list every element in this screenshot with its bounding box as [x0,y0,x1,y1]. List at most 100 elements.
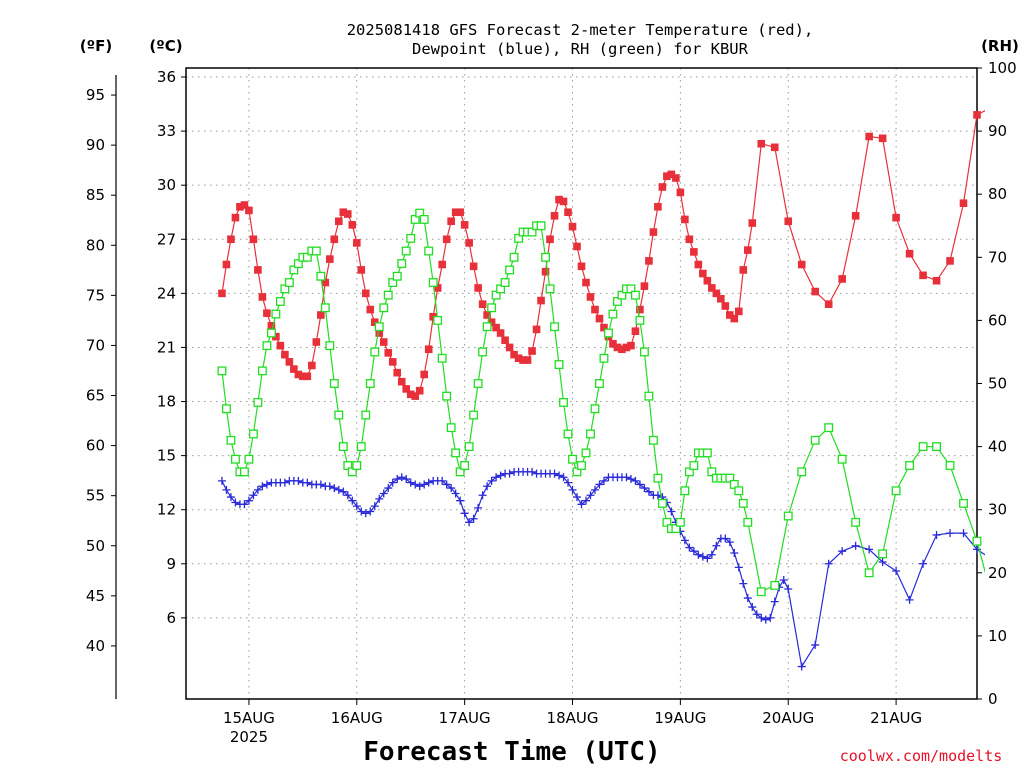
rh-tick-label: 0 [988,690,998,708]
gridlines [186,68,977,699]
rh-point [271,309,281,319]
2-meter-temperature-point [865,132,873,141]
dewpoint-point [375,494,384,503]
2-meter-temperature-point [478,300,487,308]
2-meter-temperature-point [730,314,739,323]
rh-point [563,429,573,439]
fahrenheit-tick-label: 90 [86,136,105,154]
dewpoint-point [352,502,361,511]
plot-frame [185,67,978,700]
rh-point [590,404,600,414]
2-meter-temperature-point [326,255,334,263]
2-meter-temperature-point [919,271,927,280]
rh-point [599,353,609,363]
2-meter-temperature-point [676,188,685,197]
2-meter-temperature-point [550,212,559,220]
celsius-unit-label: (ºC) [149,37,182,55]
2-meter-temperature-point [299,372,307,381]
2-meter-temperature-point [281,350,289,359]
2-meter-temperature-point [411,392,420,400]
2-meter-temperature-point [254,266,262,274]
celsius-tick-label: 21 [157,338,176,356]
2-meter-temperature-point [591,305,599,314]
fahrenheit-tick-label: 75 [86,286,105,304]
dewpoint-point [752,610,761,619]
rh-point [505,265,515,275]
dewpoint-point [667,507,676,516]
dewpoint-point [712,541,721,550]
2-meter-temperature-point [645,257,653,265]
rh-point [680,486,690,496]
dewpoint-point [496,471,505,480]
2-meter-temperature-point [429,312,437,321]
rh-point [334,410,344,420]
rh-point [374,322,384,332]
2-meter-temperature-point [878,134,887,143]
rh-tick-label: 70 [988,248,1007,266]
dewpoint-point [730,548,739,557]
x-axis-label: Forecast Time (UTC) [363,737,660,767]
2-meter-temperature-point [343,210,352,218]
chart-title-line-2: Dewpoint (blue), RH (green) for KBUR [412,40,749,58]
rh-point [797,467,807,477]
2-meter-temperature-point [236,203,244,211]
2-meter-temperature-point [559,197,568,206]
2-meter-temperature-point [811,287,820,296]
rh-point [406,233,416,243]
2-meter-temperature-point [375,329,384,337]
rh-point [613,297,622,306]
rh-point [500,278,510,287]
2-meter-temperature-point [487,318,496,327]
2-meter-temperature-point [388,358,397,366]
rh-point [437,353,447,363]
rh-point [275,297,285,306]
rh-point [338,442,348,452]
fahrenheit-tick-label: 40 [86,637,105,655]
rh-point [392,271,402,281]
rh-point [401,246,411,256]
site-credit: coolwx.com/modelts [840,747,1003,765]
dewpoint-point [878,557,887,566]
rh-point [644,391,654,401]
dewpoint-point [487,476,496,485]
2-meter-temperature-point [308,361,316,370]
dewpoint-point [492,473,501,482]
2-meter-temperature-point [717,294,725,303]
2-meter-temperature-point [267,322,276,330]
fahrenheit-tick-label: 60 [86,437,105,455]
x-tick-label: 19AUG [654,709,706,727]
rh-point [316,271,326,281]
dewpoint-point [725,538,734,547]
dewpoint-point [680,536,689,545]
rh-point [987,588,995,596]
2-meter-temperature-point [892,213,900,222]
2-meter-temperature-point [613,343,622,352]
rh-point [541,252,550,262]
dewpoint-point [483,482,492,491]
rh-point [361,410,371,420]
2-meter-temperature-point [249,235,258,244]
2-meter-temperature-point [231,213,240,222]
rh-point [221,404,231,414]
2-meter-temperature-point [447,217,455,226]
celsius-tick-label: 33 [157,122,176,140]
2-meter-temperature-point [555,195,563,204]
dewpoint-point [334,485,343,494]
rh-point [738,498,748,508]
rh-point [581,448,591,458]
rh-point [604,328,613,338]
dewpoint-point [698,552,707,561]
rh-tick-label: 90 [988,122,1007,140]
2-meter-temperature-point [541,267,550,276]
2-meter-temperature-point [510,350,518,359]
rh-point [630,290,640,300]
rh-point [572,467,582,477]
dewpoint-point [388,478,397,487]
2-meter-temperature-point [959,199,968,208]
2-meter-temperature-point [681,215,689,224]
dewpoint-point [244,496,253,505]
2-meter-temperature-point [339,208,348,217]
rh-point [734,486,744,496]
dewpoint-point [586,491,595,500]
